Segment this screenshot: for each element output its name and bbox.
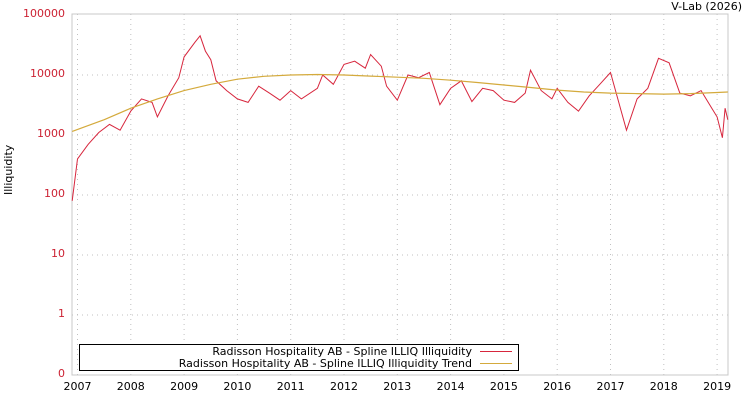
- y-tick-label: 10: [51, 247, 65, 260]
- x-tick-label: 2018: [649, 380, 678, 393]
- legend-swatch-red: [480, 350, 512, 352]
- x-tick-label: 2017: [596, 380, 625, 393]
- chart-credit: V-Lab (2026): [671, 0, 742, 13]
- legend-label: Radisson Hospitality AB - Spline ILLIQ I…: [212, 344, 472, 358]
- x-tick-label: 2009: [170, 380, 199, 393]
- gridlines: [72, 14, 728, 375]
- plot-frame: [71, 13, 729, 376]
- legend-swatch-gold: [480, 362, 512, 364]
- y-tick-label: 1: [58, 307, 65, 320]
- x-tick-label: 2013: [383, 380, 412, 393]
- x-tick-label: 2010: [223, 380, 252, 393]
- legend-label: Radisson Hospitality AB - Spline ILLIQ I…: [178, 356, 472, 370]
- x-tick-label: 2011: [276, 380, 305, 393]
- x-tick-label: 2007: [63, 380, 92, 393]
- y-tick-label: 0: [58, 367, 65, 380]
- y-tick-label: 100: [44, 187, 65, 200]
- x-tick-label: 2016: [543, 380, 572, 393]
- x-tick-label: 2008: [116, 380, 145, 393]
- legend-item-illiquidity: Radisson Hospitality AB - Spline ILLIQ I…: [212, 344, 512, 358]
- y-tick-label: 1000: [37, 127, 65, 140]
- x-tick-label: 2015: [489, 380, 518, 393]
- x-tick-label: 2014: [436, 380, 465, 393]
- y-tick-label: 100000: [23, 7, 65, 20]
- y-tick-label: 10000: [30, 67, 65, 80]
- illiquidity-trend-line: [71, 73, 728, 132]
- chart-legend: Radisson Hospitality AB - Spline ILLIQ I…: [79, 344, 519, 371]
- x-tick-label: 2012: [330, 380, 358, 393]
- legend-item-trend: Radisson Hospitality AB - Spline ILLIQ I…: [178, 356, 512, 370]
- illiquidity-line: [71, 34, 729, 201]
- x-tick-label: 2019: [703, 380, 732, 393]
